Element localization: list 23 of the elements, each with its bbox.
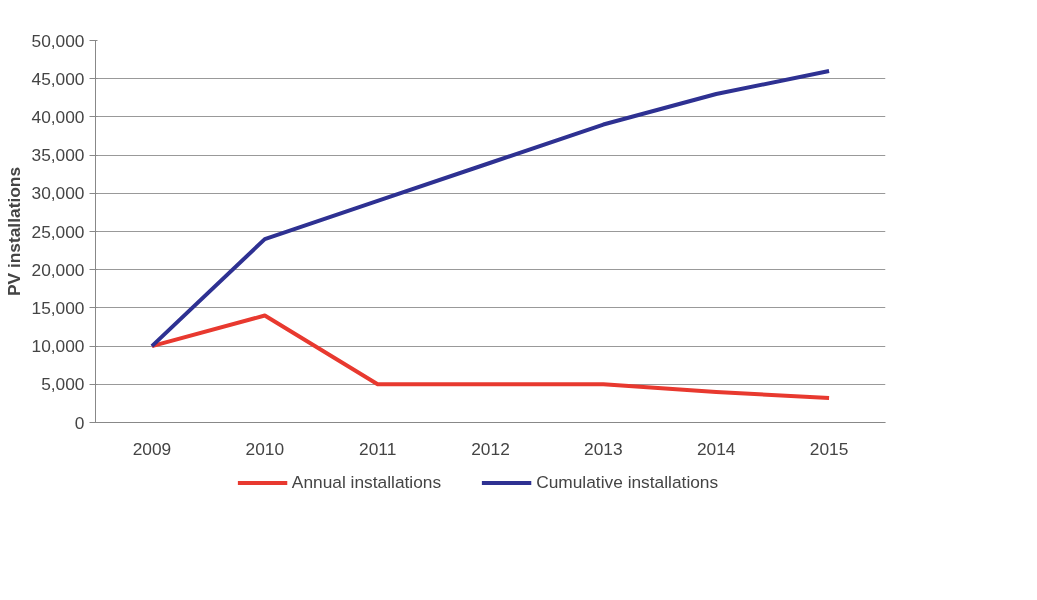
y-tick-label: 20,000 [31, 259, 85, 280]
y-tick-label: 10,000 [31, 336, 85, 357]
y-tick-label: 50,000 [31, 30, 85, 51]
x-tick-label: 2013 [584, 438, 623, 459]
x-tick-label: 2009 [132, 438, 172, 459]
y-tick-label: 35,000 [31, 145, 85, 166]
x-tick-label: 2012 [471, 438, 510, 459]
x-tick-label: 2010 [245, 438, 285, 459]
y-tick-label: 5,000 [41, 374, 85, 395]
y-tick-label: 40,000 [31, 106, 85, 127]
y-axis-title: PV installations [3, 166, 24, 297]
y-tick-label: 25,000 [31, 221, 85, 242]
x-tick-label: 2014 [696, 438, 736, 459]
legend-label: Cumulative installations [536, 471, 719, 493]
x-tick-label: 2015 [809, 438, 849, 459]
legend-label: Annual installations [291, 471, 442, 493]
line-series [149, 69, 832, 349]
y-tick-label: 30,000 [31, 183, 85, 204]
y-tick-label: 15,000 [31, 297, 85, 318]
y-tick-label: 0 [74, 412, 85, 433]
line-series [149, 313, 832, 401]
y-tick-label: 45,000 [31, 68, 85, 89]
x-tick-label: 2011 [359, 438, 397, 459]
